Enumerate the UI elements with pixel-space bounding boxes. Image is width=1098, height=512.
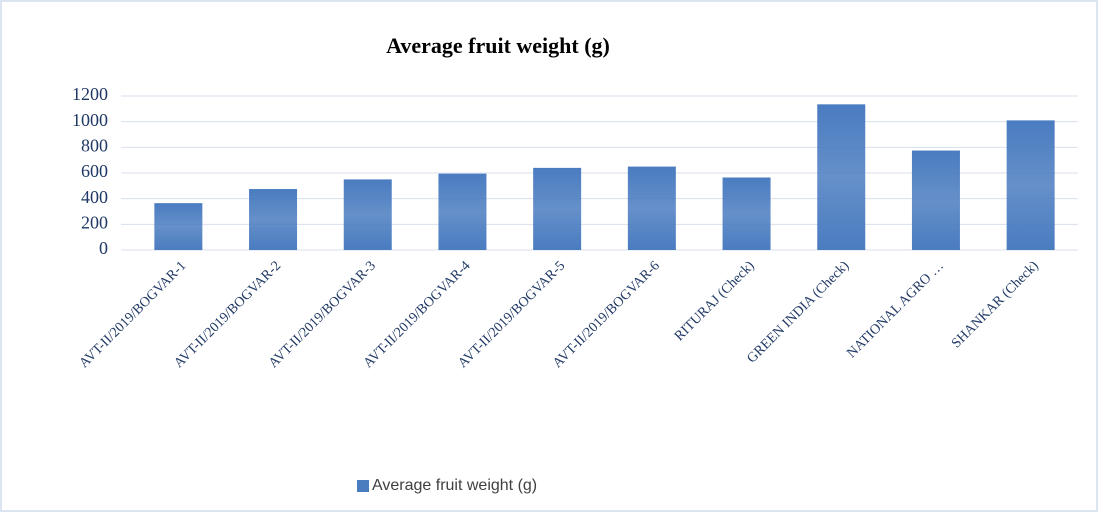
bar [1006,120,1055,250]
y-tick-label: 800 [81,135,108,155]
legend-swatch [357,480,369,492]
bar [722,177,771,250]
y-tick-label: 200 [81,212,108,232]
chart-title: Average fruit weight (g) [386,33,610,58]
bar [911,150,960,250]
y-tick-label: 1200 [72,84,108,104]
bar [817,104,866,250]
bar [343,179,392,250]
bar [627,166,676,250]
y-tick-label: 0 [99,238,108,258]
bar [438,173,487,250]
bar [249,189,298,250]
y-tick-label: 1000 [72,110,108,130]
y-tick-label: 400 [81,187,108,207]
legend-label: Average fruit weight (g) [372,477,537,494]
y-tick-label: 600 [81,161,108,181]
bar [533,167,582,250]
bar [154,203,203,250]
